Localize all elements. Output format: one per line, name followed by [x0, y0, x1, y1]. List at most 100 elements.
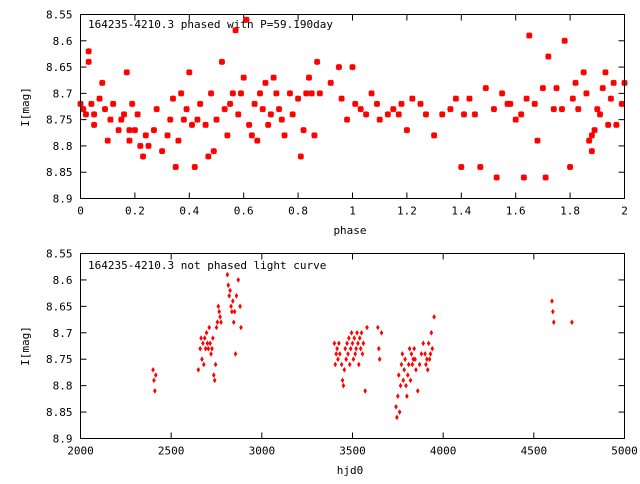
x-tick-label: 0	[77, 205, 84, 218]
data-point	[198, 345, 202, 352]
data-point	[411, 356, 416, 363]
data-point	[550, 298, 554, 304]
data-point	[265, 121, 272, 129]
data-point	[153, 106, 160, 113]
data-point	[347, 361, 352, 368]
data-point	[570, 319, 574, 326]
data-point	[225, 271, 230, 278]
data-point	[415, 388, 420, 394]
data-point	[599, 84, 606, 92]
data-point	[214, 324, 219, 331]
data-point	[539, 84, 547, 92]
panel-title: 164235-4210.3 not phased light curve	[88, 259, 326, 272]
data-point	[365, 324, 369, 331]
data-point	[227, 292, 231, 299]
data-point	[377, 356, 382, 363]
data-point	[534, 137, 541, 144]
data-point	[390, 106, 397, 113]
data-point	[123, 69, 130, 76]
data-point	[394, 403, 398, 410]
data-point	[232, 27, 239, 34]
x-axis-label: phase	[333, 224, 366, 237]
data-point	[231, 319, 236, 326]
data-point	[334, 351, 338, 357]
data-point	[186, 69, 193, 76]
data-point	[396, 372, 401, 378]
data-point	[204, 329, 209, 336]
data-point	[240, 74, 247, 81]
data-point	[368, 90, 375, 97]
x-tick-label: 2500	[158, 445, 185, 458]
data-point	[281, 132, 288, 139]
data-point	[406, 372, 410, 378]
data-point	[498, 90, 506, 97]
data-point	[172, 163, 179, 171]
data-point	[278, 116, 285, 123]
data-point	[586, 137, 593, 144]
x-tick-label: 0.4	[179, 205, 199, 218]
data-point	[120, 111, 128, 118]
data-point	[262, 79, 269, 86]
data-point	[202, 121, 209, 129]
data-point	[110, 100, 117, 107]
x-tick-label: 0.6	[234, 205, 254, 218]
data-point	[551, 319, 556, 326]
y-tick-label: 8.65	[46, 300, 73, 313]
data-point	[395, 111, 402, 118]
data-point	[605, 121, 612, 129]
y-tick-label: 8.85	[46, 166, 73, 179]
data-point	[188, 121, 196, 129]
data-point	[239, 324, 243, 331]
y-tick-label: 8.9	[53, 193, 73, 206]
data-point	[228, 287, 232, 294]
data-point	[338, 95, 345, 102]
data-points	[151, 271, 574, 421]
data-point	[107, 116, 114, 123]
data-point	[246, 121, 253, 129]
data-point	[216, 303, 221, 310]
data-point	[251, 100, 258, 107]
data-point	[350, 340, 355, 347]
data-point	[398, 382, 403, 389]
data-point	[115, 127, 122, 134]
data-point	[335, 63, 343, 71]
data-point	[259, 106, 266, 113]
data-point	[233, 351, 238, 357]
data-point	[207, 90, 215, 97]
data-point	[452, 95, 459, 102]
data-point	[99, 79, 106, 86]
data-point	[212, 377, 217, 384]
x-tick-label: 5000	[611, 445, 638, 458]
data-point	[349, 63, 356, 71]
data-point	[518, 111, 525, 118]
data-point	[90, 121, 98, 129]
data-point	[213, 361, 218, 368]
y-tick-label: 8.55	[46, 9, 73, 22]
data-point	[550, 106, 557, 113]
data-point	[205, 153, 212, 160]
plot-frame	[80, 253, 625, 439]
data-point	[129, 100, 136, 107]
data-point	[575, 106, 582, 113]
data-point	[101, 106, 109, 113]
data-point	[580, 69, 587, 76]
data-point	[401, 377, 406, 384]
x-tick-label: 1.8	[560, 205, 580, 218]
data-point	[248, 132, 255, 139]
data-point	[217, 308, 222, 315]
x-axis-label: hjd0	[337, 464, 364, 477]
data-point	[542, 174, 549, 181]
data-point	[412, 345, 416, 352]
data-point	[339, 361, 344, 368]
data-point	[202, 335, 207, 341]
x-tick-label: 0.2	[125, 205, 145, 218]
plot-frame	[80, 14, 625, 199]
data-point	[341, 382, 346, 389]
data-point	[357, 106, 364, 113]
data-point	[421, 340, 426, 347]
data-point	[142, 132, 149, 139]
x-tick-label: 0.8	[288, 205, 308, 218]
data-point	[591, 127, 598, 134]
data-point	[429, 329, 434, 336]
